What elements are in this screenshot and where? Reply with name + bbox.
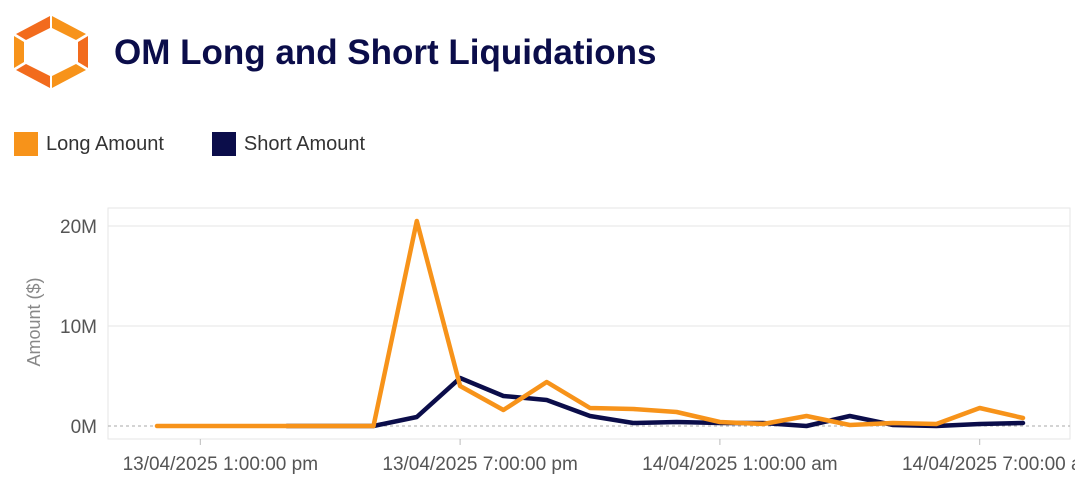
legend-label-short: Short Amount [243,132,366,155]
y-tick-label: 10M [60,317,97,338]
x-tick-label: 13/04/2025 1:00:00 pm [123,454,318,475]
chart-title: OM Long and Short Liquidations [114,33,657,72]
plot-area [107,207,1071,440]
legend-label-long: Long Amount [46,132,164,155]
chart-legend: Long Amount Short Amount [14,132,413,156]
x-tick-label: 14/04/2025 1:00:00 am [642,454,837,475]
y-axis-label: Amount ($) [24,277,44,366]
legend-item-long[interactable]: Long Amount [14,132,164,156]
series-line-short-amount [284,375,1026,429]
x-tick-label: 13/04/2025 7:00:00 pm [382,454,577,475]
legend-swatch-long [14,132,38,156]
y-tick-label: 20M [60,217,97,238]
x-tick-label: 14/04/2025 7:00:00 am [902,454,1075,475]
y-tick-label: 0M [71,417,97,438]
chart-header: OM Long and Short Liquidations [12,14,656,90]
legend-swatch-short [211,132,236,156]
series-line-long-amount [154,218,1026,429]
legend-item-short[interactable]: Short Amount [211,132,366,156]
mantra-om-logo-icon [14,16,88,88]
